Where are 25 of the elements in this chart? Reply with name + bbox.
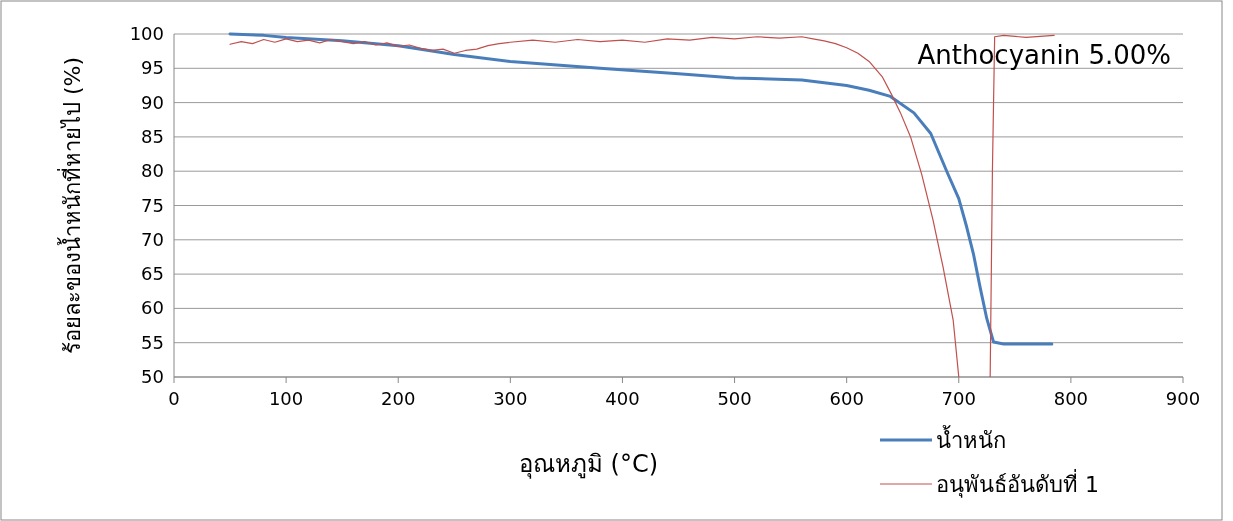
- y-tick-label: 70: [141, 228, 164, 250]
- x-tick-label: 600: [829, 388, 864, 409]
- x-tick-label: 800: [1053, 388, 1089, 409]
- x-tick-label: 300: [493, 388, 528, 409]
- legend-label: อนุพันธ์อันดับที่ 1: [936, 469, 1099, 498]
- y-tick-label: 50: [141, 366, 164, 387]
- x-tick-label: 900: [1165, 388, 1201, 409]
- y-tick-label: 90: [141, 91, 164, 113]
- y-tick-label: 65: [141, 263, 164, 285]
- x-axis-title: อุณหภูมิ (°C): [518, 450, 659, 479]
- y-tick-label: 55: [141, 331, 164, 353]
- y-tick-label: 75: [141, 194, 164, 216]
- y-axis-title: ร้อยละของน้ำหนักที่หายไป (%): [57, 56, 85, 355]
- x-tick-label: 700: [941, 388, 976, 409]
- y-tick-label: 95: [141, 57, 164, 79]
- y-tick-label: 60: [141, 297, 164, 319]
- y-tick-label: 100: [129, 23, 164, 44]
- y-tick-label: 80: [141, 160, 164, 182]
- x-tick-label: 400: [605, 388, 640, 409]
- x-tick-label: 100: [268, 388, 304, 409]
- y-tick-label: 85: [141, 125, 164, 147]
- x-tick-label: 0: [168, 388, 180, 409]
- legend-label: น้ำหนัก: [936, 425, 1006, 453]
- x-tick-label: 500: [717, 388, 752, 409]
- x-tick-label: 200: [381, 388, 416, 409]
